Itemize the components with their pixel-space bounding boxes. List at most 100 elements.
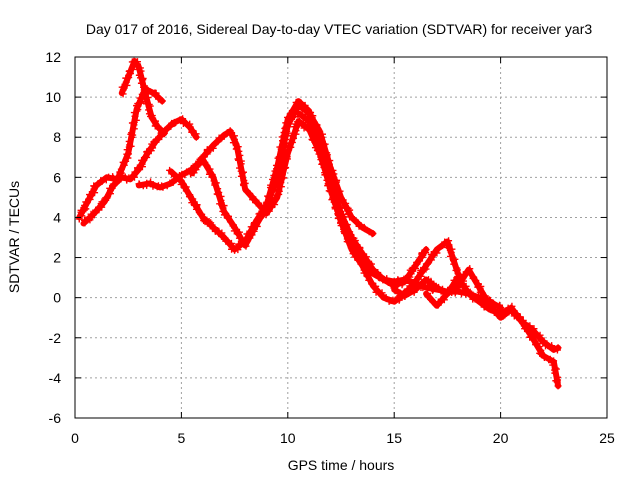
data-point xyxy=(394,276,402,284)
data-point xyxy=(288,107,296,115)
data-point xyxy=(508,302,516,310)
x-tick-label: 10 xyxy=(280,430,296,446)
data-point xyxy=(282,150,290,158)
data-point xyxy=(274,154,282,162)
data-point xyxy=(206,222,214,230)
data-point xyxy=(136,94,144,102)
data-point xyxy=(367,267,375,275)
data-point xyxy=(424,259,432,267)
data-point xyxy=(167,122,175,130)
ticks-layer: 0 5 10 15 20 25 -6 -4 -2 0 2 4 6 8 10 12 xyxy=(45,49,615,446)
data-point xyxy=(155,95,162,103)
data-point xyxy=(217,196,225,204)
data-point xyxy=(440,290,448,298)
data-point xyxy=(465,266,473,274)
data-point xyxy=(334,211,342,219)
data-point xyxy=(187,170,195,178)
data-point xyxy=(239,168,247,176)
data-point xyxy=(424,293,432,301)
data-point xyxy=(236,164,244,172)
data-point xyxy=(145,106,153,114)
data-point xyxy=(196,155,204,163)
data-point xyxy=(472,276,480,284)
y-tick-label: 10 xyxy=(45,89,61,105)
data-point xyxy=(329,166,337,174)
data-point xyxy=(108,184,116,192)
data-point xyxy=(186,123,194,131)
data-point xyxy=(219,207,227,215)
series-track-3 xyxy=(80,115,200,227)
data-point xyxy=(552,377,560,385)
x-tick-label: 20 xyxy=(493,430,509,446)
data-point xyxy=(340,220,348,228)
data-point xyxy=(512,311,520,319)
data-point xyxy=(316,142,324,150)
data-point xyxy=(298,112,306,120)
data-point xyxy=(125,137,133,145)
series-layer xyxy=(75,57,562,390)
data-point xyxy=(280,128,288,136)
data-point xyxy=(304,119,312,127)
data-point xyxy=(142,90,150,98)
data-point xyxy=(350,244,358,252)
data-point xyxy=(280,174,288,182)
data-point xyxy=(238,169,246,177)
data-point xyxy=(158,97,166,105)
data-point xyxy=(389,279,397,287)
data-point xyxy=(360,260,368,268)
data-point xyxy=(275,153,283,161)
data-point xyxy=(281,124,289,132)
data-point xyxy=(281,159,289,167)
data-point xyxy=(147,112,155,120)
data-point xyxy=(526,333,534,341)
data-point xyxy=(91,183,99,191)
data-point xyxy=(536,333,544,341)
data-point xyxy=(407,270,415,278)
data-point xyxy=(192,133,200,141)
data-point xyxy=(346,206,354,214)
y-axis-title: SDTVAR / TECUs xyxy=(6,181,22,293)
data-point xyxy=(230,135,238,143)
chart-title: Day 017 of 2016, Sidereal Day-to-day VTE… xyxy=(86,21,592,37)
y-tick-label: -4 xyxy=(49,370,62,386)
data-point xyxy=(249,196,257,204)
data-point xyxy=(254,217,262,225)
x-axis-title: GPS time / hours xyxy=(288,457,395,473)
x-tick-label: 0 xyxy=(71,430,79,446)
data-point xyxy=(272,195,280,203)
data-point xyxy=(463,288,471,296)
data-point xyxy=(203,162,211,170)
data-point xyxy=(364,273,372,281)
data-point xyxy=(230,227,238,235)
data-point xyxy=(433,249,441,257)
data-point xyxy=(368,280,376,288)
data-point xyxy=(168,170,176,178)
data-point xyxy=(369,229,377,237)
data-point xyxy=(372,271,380,279)
data-point xyxy=(130,171,138,179)
data-point xyxy=(361,225,369,233)
data-point xyxy=(234,230,242,238)
data-point xyxy=(128,129,136,137)
data-point xyxy=(360,269,368,277)
x-tick-label: 15 xyxy=(386,430,402,446)
data-point xyxy=(550,357,558,365)
data-point xyxy=(409,280,417,288)
y-tick-label: 0 xyxy=(53,290,61,306)
data-point xyxy=(372,282,380,290)
data-point xyxy=(154,123,162,131)
data-point xyxy=(172,119,180,127)
data-point xyxy=(378,292,386,300)
data-point xyxy=(342,199,350,207)
data-point xyxy=(205,217,213,225)
y-tick-label: -2 xyxy=(49,330,62,346)
data-point xyxy=(131,168,139,176)
data-point xyxy=(457,281,465,289)
data-point xyxy=(446,285,454,293)
data-point xyxy=(329,192,337,200)
data-point xyxy=(323,172,331,180)
data-point xyxy=(550,345,558,353)
y-tick-label: 8 xyxy=(53,129,61,145)
data-point xyxy=(124,150,132,158)
